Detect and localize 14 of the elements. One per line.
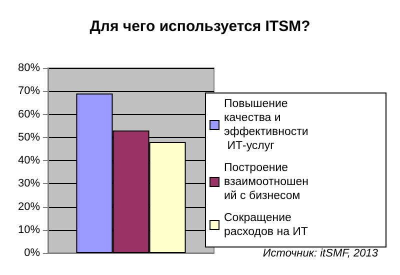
legend-label: Построение взаимоотношений с бизнесом xyxy=(224,162,309,202)
y-tick-label: 0% xyxy=(24,247,40,259)
chart-title: Для чего используется ITSM? xyxy=(90,18,310,35)
text: Источник: itSMF, 2013 xyxy=(262,248,379,260)
y-tick-label: 70% xyxy=(18,85,40,98)
y-tick-label: 30% xyxy=(18,178,40,190)
legend-label: Повышение качества и эффективности ИТ-услуг xyxy=(224,98,308,152)
y-tick-label: 60% xyxy=(18,108,40,120)
y-tick-label: 80% xyxy=(18,62,40,74)
legend-label: Сокращение расходов на ИТ xyxy=(224,212,308,238)
y-tick-label: 20% xyxy=(18,200,40,213)
y-tick-label: 40% xyxy=(18,154,40,166)
y-tick-label: 50% xyxy=(18,131,40,144)
y-tick-label: 10% xyxy=(18,224,40,236)
